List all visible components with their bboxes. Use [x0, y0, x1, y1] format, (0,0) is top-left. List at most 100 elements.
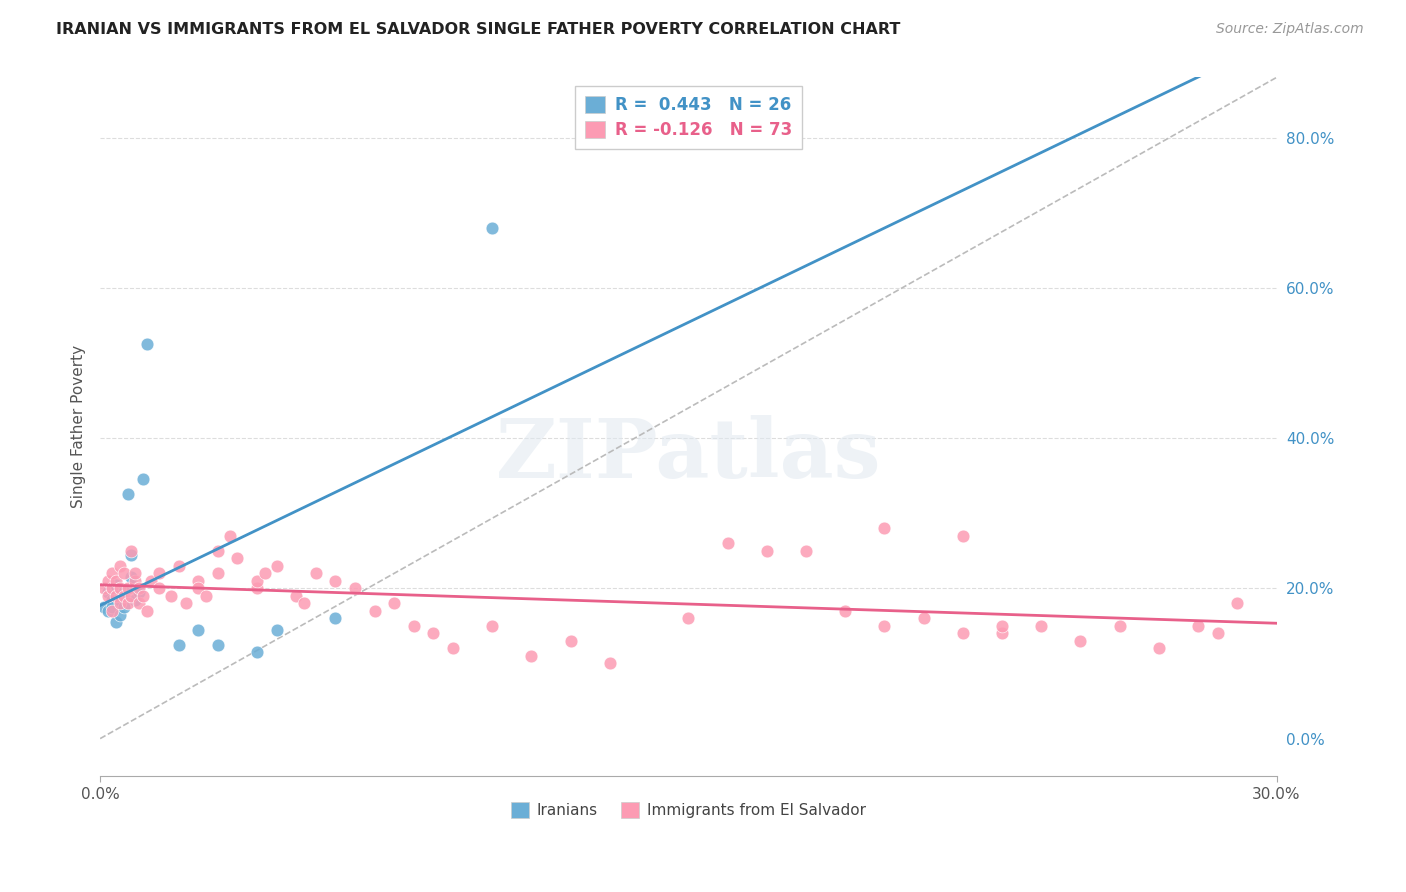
- Point: [108, 582, 131, 596]
- Point: [285, 589, 308, 603]
- Point: [124, 592, 146, 607]
- Point: [108, 607, 131, 622]
- Point: [139, 574, 162, 588]
- Point: [108, 592, 131, 607]
- Point: [117, 487, 139, 501]
- Point: [124, 566, 146, 581]
- Point: [101, 582, 124, 596]
- Point: [991, 626, 1014, 640]
- Point: [207, 638, 229, 652]
- Point: [132, 589, 155, 603]
- Point: [187, 582, 209, 596]
- Point: [112, 589, 135, 603]
- Point: [755, 543, 778, 558]
- Point: [520, 648, 543, 663]
- Point: [560, 634, 582, 648]
- Point: [117, 596, 139, 610]
- Point: [97, 604, 120, 618]
- Point: [112, 600, 135, 615]
- Point: [873, 521, 896, 535]
- Point: [128, 585, 150, 599]
- Point: [148, 582, 170, 596]
- Point: [132, 472, 155, 486]
- Point: [363, 604, 385, 618]
- Point: [1226, 596, 1249, 610]
- Point: [292, 596, 315, 610]
- Point: [101, 604, 124, 618]
- Point: [952, 529, 974, 543]
- Point: [873, 619, 896, 633]
- Point: [218, 529, 240, 543]
- Point: [101, 600, 124, 615]
- Point: [1069, 634, 1091, 648]
- Point: [108, 558, 131, 573]
- Point: [167, 638, 190, 652]
- Point: [246, 645, 269, 659]
- Point: [246, 574, 269, 588]
- Point: [1187, 619, 1209, 633]
- Point: [104, 589, 127, 603]
- Point: [481, 619, 503, 633]
- Point: [325, 574, 347, 588]
- Point: [121, 570, 143, 584]
- Point: [104, 577, 127, 591]
- Point: [599, 657, 621, 671]
- Point: [481, 220, 503, 235]
- Point: [121, 589, 143, 603]
- Point: [136, 337, 159, 351]
- Text: Source: ZipAtlas.com: Source: ZipAtlas.com: [1216, 22, 1364, 37]
- Point: [104, 574, 127, 588]
- Point: [305, 566, 328, 581]
- Text: ZIPatlas: ZIPatlas: [495, 415, 882, 495]
- Point: [325, 611, 347, 625]
- Point: [104, 615, 127, 629]
- Point: [159, 589, 181, 603]
- Point: [121, 543, 143, 558]
- Point: [207, 543, 229, 558]
- Point: [112, 566, 135, 581]
- Point: [195, 589, 218, 603]
- Point: [678, 611, 700, 625]
- Point: [97, 574, 120, 588]
- Point: [176, 596, 198, 610]
- Point: [93, 600, 115, 615]
- Point: [128, 582, 150, 596]
- Point: [402, 619, 425, 633]
- Point: [1031, 619, 1053, 633]
- Point: [441, 641, 464, 656]
- Point: [101, 566, 124, 581]
- Point: [246, 582, 269, 596]
- Point: [952, 626, 974, 640]
- Legend: Iranians, Immigrants from El Salvador: Iranians, Immigrants from El Salvador: [505, 797, 872, 824]
- Point: [382, 596, 405, 610]
- Point: [112, 585, 135, 599]
- Point: [266, 558, 288, 573]
- Point: [108, 596, 131, 610]
- Y-axis label: Single Father Poverty: Single Father Poverty: [72, 345, 86, 508]
- Point: [108, 596, 131, 610]
- Text: IRANIAN VS IMMIGRANTS FROM EL SALVADOR SINGLE FATHER POVERTY CORRELATION CHART: IRANIAN VS IMMIGRANTS FROM EL SALVADOR S…: [56, 22, 901, 37]
- Point: [912, 611, 935, 625]
- Point: [1108, 619, 1130, 633]
- Point: [207, 566, 229, 581]
- Point: [128, 596, 150, 610]
- Point: [167, 558, 190, 573]
- Point: [187, 623, 209, 637]
- Point: [226, 551, 249, 566]
- Point: [1206, 626, 1229, 640]
- Point: [148, 566, 170, 581]
- Point: [187, 574, 209, 588]
- Point: [97, 585, 120, 599]
- Point: [834, 604, 856, 618]
- Point: [93, 582, 115, 596]
- Point: [344, 582, 367, 596]
- Point: [266, 623, 288, 637]
- Point: [253, 566, 276, 581]
- Point: [124, 574, 146, 588]
- Point: [121, 548, 143, 562]
- Point: [1147, 641, 1170, 656]
- Point: [101, 592, 124, 607]
- Point: [422, 626, 444, 640]
- Point: [716, 536, 738, 550]
- Point: [117, 582, 139, 596]
